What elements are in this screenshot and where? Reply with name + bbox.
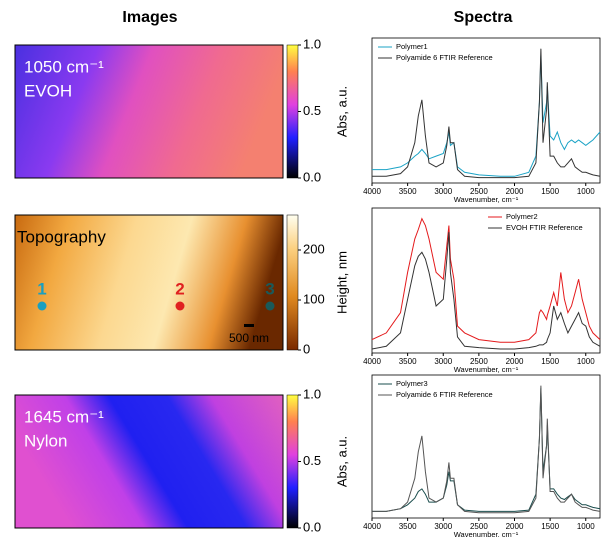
legend-label: Polymer2 — [506, 212, 538, 221]
x-tick-label: 3000 — [434, 522, 452, 531]
x-tick-label: 2000 — [506, 357, 524, 366]
spectrum-line — [371, 217, 601, 343]
colorbar-label: Height, nm — [334, 251, 349, 314]
x-tick-label: 2000 — [506, 522, 524, 531]
legend-label: Polymer1 — [396, 42, 428, 51]
x-tick-label: 3500 — [399, 187, 417, 196]
point — [265, 301, 275, 311]
colorbar — [286, 214, 299, 351]
colorbar — [286, 44, 299, 179]
topography-image — [14, 214, 284, 351]
x-tick-label: 2500 — [470, 187, 488, 196]
spectrum-line — [372, 55, 601, 177]
plot-frame — [371, 37, 601, 184]
x-tick-label: 1000 — [577, 357, 595, 366]
colorbar-label: Abs, a.u. — [334, 86, 349, 137]
image-label: Topography — [17, 227, 106, 246]
x-tick-label: 2500 — [470, 357, 488, 366]
x-axis-label: Wavenumber, cm⁻¹ — [454, 365, 519, 374]
colorbar-tick-label: 200 — [303, 241, 325, 256]
x-tick-label: 4000 — [363, 357, 381, 366]
ir-image — [14, 394, 284, 529]
colorbar-tick-label: 1.0 — [303, 36, 321, 51]
x-tick-label: 3000 — [434, 357, 452, 366]
spectrum-line — [372, 385, 601, 514]
point — [175, 301, 185, 311]
colorbar-tick-label: 1.0 — [303, 386, 321, 401]
x-tick-label: 4000 — [363, 187, 381, 196]
scale-bar-label: 500 nm — [229, 331, 269, 345]
spectrum-line — [372, 48, 601, 179]
plot-frame — [371, 207, 601, 354]
x-tick-label: 2000 — [506, 187, 524, 196]
legend-label: Polyamide 6 FTIR Reference — [396, 53, 493, 62]
colorbar-tick-label: 0.0 — [303, 519, 321, 534]
x-tick-label: 1500 — [541, 357, 559, 366]
spectrum-line — [371, 232, 601, 350]
scale-bar — [244, 324, 254, 327]
image-label: 1645 cm⁻¹ — [24, 407, 104, 426]
x-tick-label: 3500 — [399, 357, 417, 366]
x-axis-label: Wavenumber, cm⁻¹ — [454, 530, 519, 537]
header: Images — [122, 9, 177, 26]
colorbar-tick-label: 0.5 — [303, 103, 321, 118]
ir-image — [14, 44, 284, 179]
x-axis-label: Wavenumber, cm⁻¹ — [454, 195, 519, 204]
colorbar-tick-label: 100 — [303, 291, 325, 306]
colorbar — [286, 394, 299, 529]
image-label: EVOH — [24, 81, 72, 100]
image-label: Nylon — [24, 431, 67, 450]
point-label: 3 — [265, 279, 274, 298]
x-tick-label: 1000 — [577, 187, 595, 196]
colorbar-tick-label: 0 — [303, 341, 310, 356]
legend-label: Polyamide 6 FTIR Reference — [396, 390, 493, 399]
header: Spectra — [454, 9, 513, 26]
point — [37, 301, 47, 311]
x-tick-label: 1500 — [541, 522, 559, 531]
spectrum-line — [372, 388, 601, 512]
colorbar-tick-label: 0.5 — [303, 453, 321, 468]
x-tick-label: 4000 — [363, 522, 381, 531]
image-label: 1050 cm⁻¹ — [24, 57, 104, 76]
colorbar-label: Abs, a.u. — [334, 436, 349, 487]
legend-label: Polymer3 — [396, 379, 428, 388]
legend-label: EVOH FTIR Reference — [506, 223, 583, 232]
x-tick-label: 3000 — [434, 187, 452, 196]
plot-frame — [371, 374, 601, 519]
x-tick-label: 1000 — [577, 522, 595, 531]
x-tick-label: 3500 — [399, 522, 417, 531]
point-label: 1 — [37, 279, 46, 298]
x-tick-label: 1500 — [541, 187, 559, 196]
x-tick-label: 2500 — [470, 522, 488, 531]
point-label: 2 — [175, 279, 184, 298]
colorbar-tick-label: 0.0 — [303, 169, 321, 184]
